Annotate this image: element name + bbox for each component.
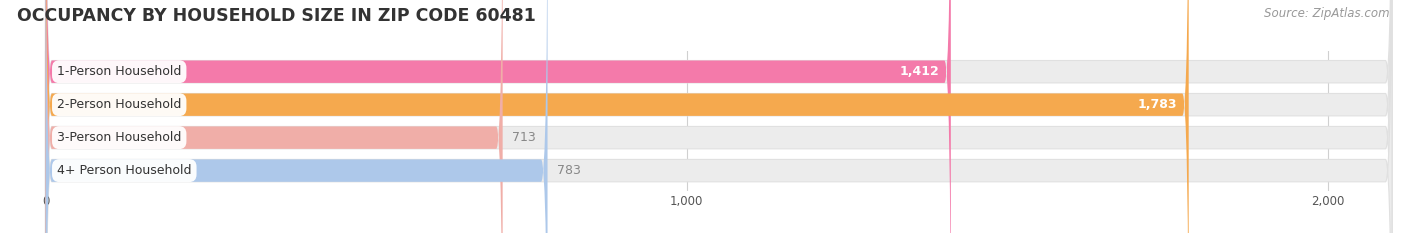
Text: 713: 713 — [512, 131, 536, 144]
Text: 1,783: 1,783 — [1137, 98, 1177, 111]
Text: 783: 783 — [557, 164, 581, 177]
Text: 3-Person Household: 3-Person Household — [58, 131, 181, 144]
Text: 1,412: 1,412 — [900, 65, 939, 78]
FancyBboxPatch shape — [45, 0, 503, 233]
Text: 2-Person Household: 2-Person Household — [58, 98, 181, 111]
Text: 4+ Person Household: 4+ Person Household — [58, 164, 191, 177]
FancyBboxPatch shape — [45, 0, 1392, 233]
FancyBboxPatch shape — [45, 0, 547, 233]
Text: 1-Person Household: 1-Person Household — [58, 65, 181, 78]
Text: Source: ZipAtlas.com: Source: ZipAtlas.com — [1264, 7, 1389, 20]
FancyBboxPatch shape — [45, 0, 1392, 233]
Text: OCCUPANCY BY HOUSEHOLD SIZE IN ZIP CODE 60481: OCCUPANCY BY HOUSEHOLD SIZE IN ZIP CODE … — [17, 7, 536, 25]
FancyBboxPatch shape — [45, 0, 1392, 233]
FancyBboxPatch shape — [45, 0, 950, 233]
FancyBboxPatch shape — [45, 0, 1188, 233]
FancyBboxPatch shape — [45, 0, 1392, 233]
